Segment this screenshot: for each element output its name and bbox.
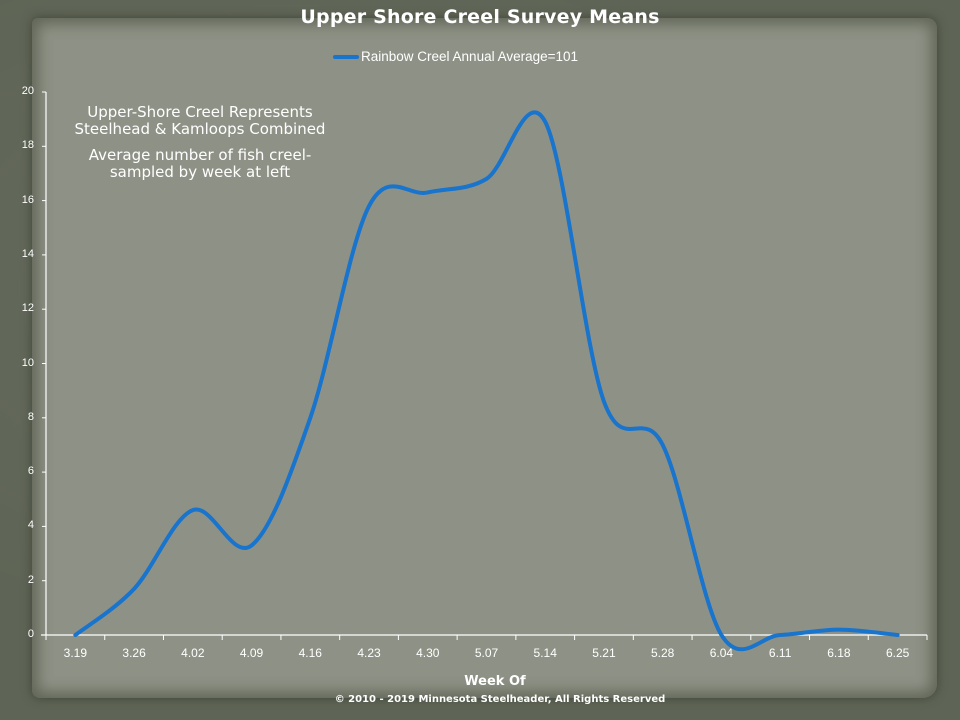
x-tick-label: 3.26 [122,646,146,660]
x-tick-label: 6.18 [827,646,851,660]
y-tick-label: 20 [21,85,34,97]
annotation-line-2: Average number of fish creel-sampled by … [88,146,312,181]
x-tick-label: 4.09 [239,646,264,660]
chart-title: Upper Shore Creel Survey Means [300,6,660,28]
annotation-line-1: Upper-Shore Creel Represents Steelhead &… [74,103,326,138]
legend-line-swatch [333,54,359,59]
x-tick-label: 4.30 [416,646,440,660]
x-tick-label: 5.14 [533,646,557,660]
y-tick-label: 4 [27,519,34,532]
x-tick-label: 4.16 [298,646,322,660]
chart-annotation: Upper-Shore Creel Represents Steelhead &… [64,104,336,190]
y-tick-label: 0 [27,628,34,640]
x-tick-label: 4.02 [181,646,205,660]
y-tick-label: 2 [27,573,34,586]
legend-label: Rainbow Creel Annual Average=101 [361,49,579,64]
x-tick-label: 5.07 [474,646,499,660]
chart-paper [32,18,937,698]
x-axis-label: Week Of [464,674,526,689]
series-line-rainbow-creel [73,110,900,652]
x-tick-label: 6.25 [885,646,910,660]
y-tick-label: 14 [21,247,34,260]
y-tick-label: 10 [21,356,34,369]
y-tick-label: 6 [27,465,34,478]
x-tick-label: 6.11 [768,646,792,660]
copyright-notice: © 2010 - 2019 Minnesota Steelheader, All… [334,694,666,705]
x-tick-label: 3.19 [63,646,88,660]
x-tick-label: 5.28 [651,646,675,660]
x-tick-label: 6.04 [709,646,734,660]
legend: Rainbow Creel Annual Average=101 [333,49,578,64]
y-tick-label: 12 [21,302,34,315]
y-tick-label: 18 [21,139,34,152]
y-tick-label: 16 [21,193,34,206]
y-tick-label: 8 [27,410,34,423]
x-tick-label: 4.23 [357,646,381,660]
x-tick-label: 5.21 [592,646,616,660]
